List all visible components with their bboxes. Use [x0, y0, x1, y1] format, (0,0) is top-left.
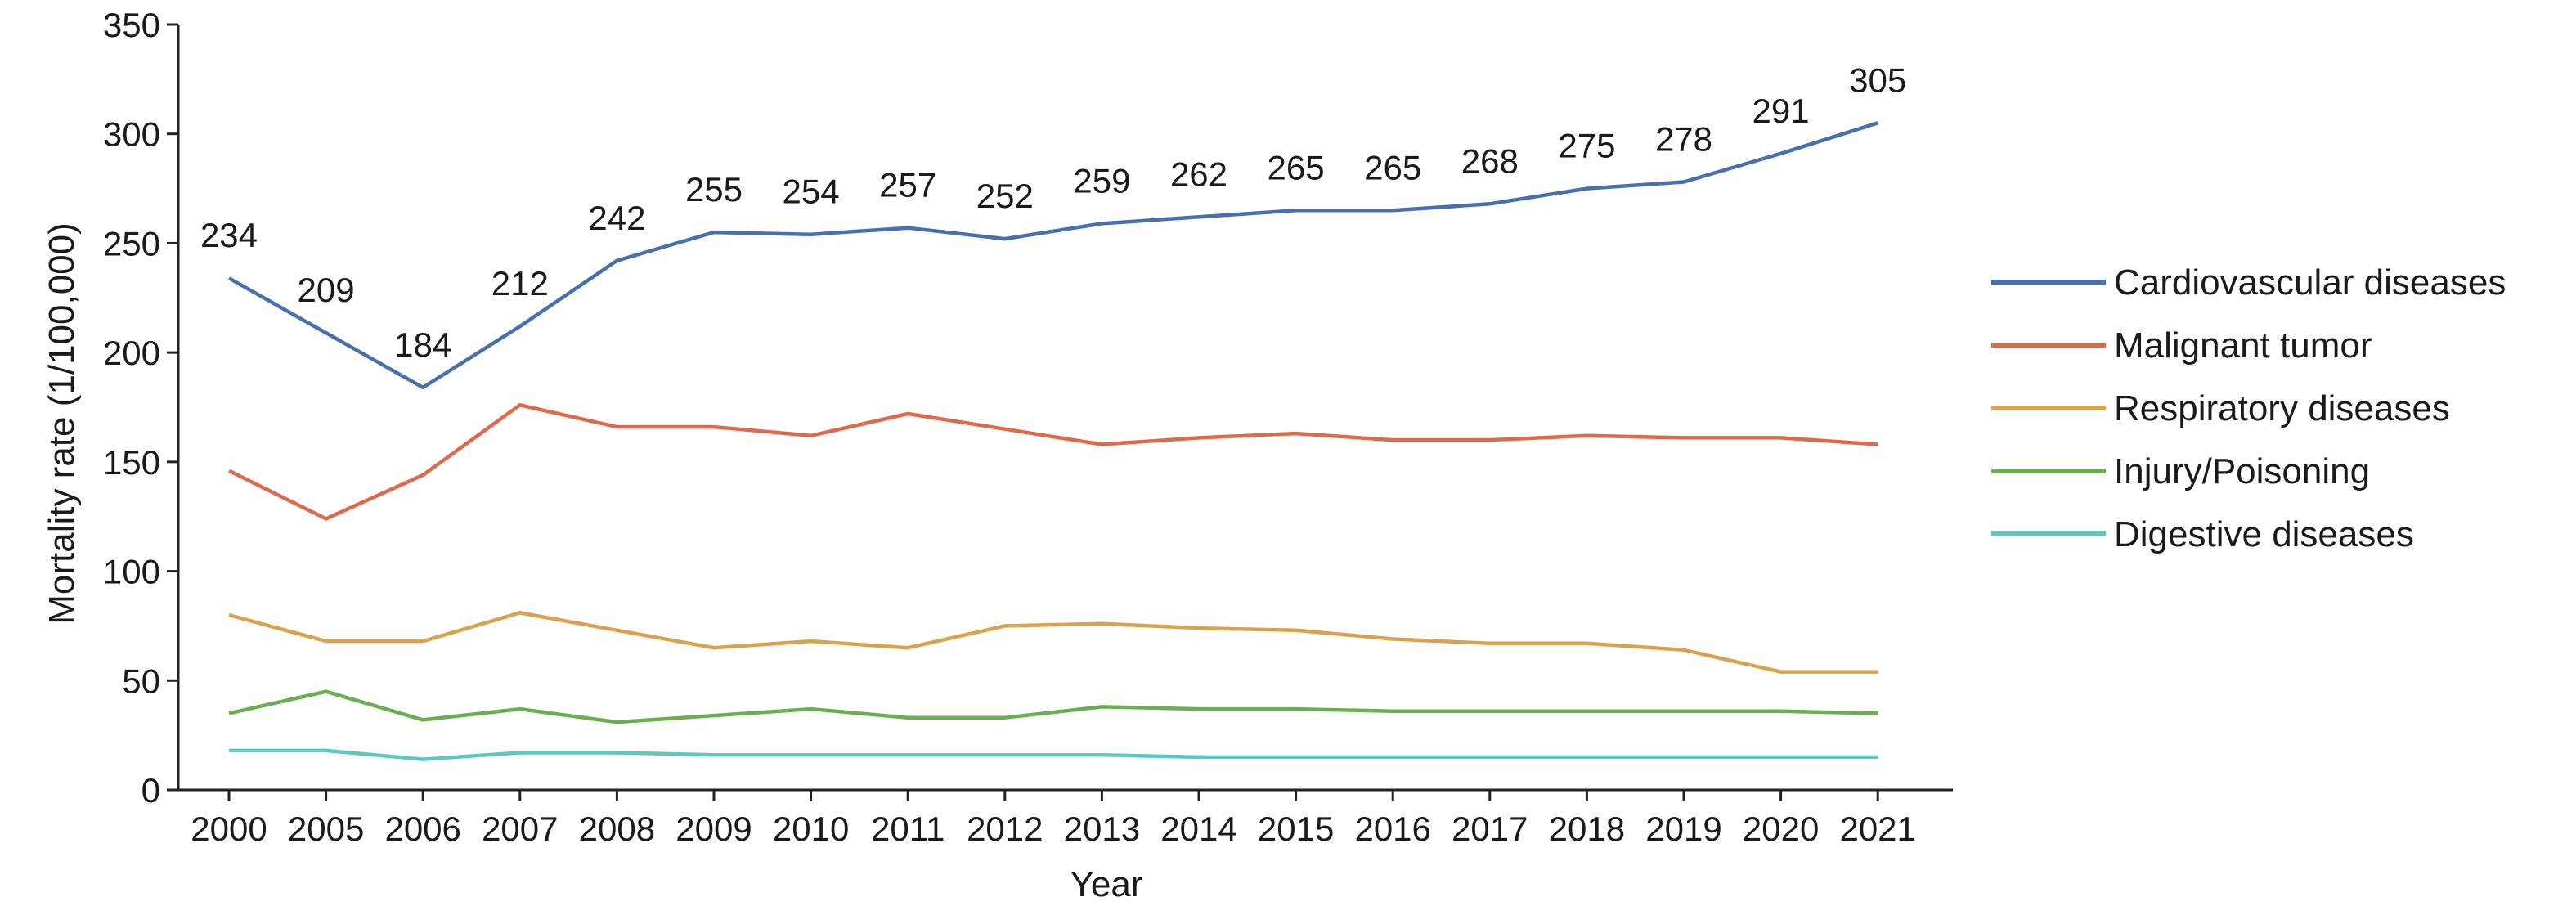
- series-lines: [227, 121, 1878, 761]
- series-line-cardiovascular-diseases: [227, 121, 1878, 390]
- y-axis-title: Mortality rate (1/100,000): [42, 222, 82, 625]
- x-tick-label: 2006: [384, 810, 460, 848]
- data-label: 259: [1073, 161, 1130, 200]
- x-tick-label: 2008: [579, 810, 655, 848]
- x-tick-label: 2010: [773, 810, 849, 848]
- series-line-injury-poisoning: [228, 689, 1878, 724]
- axes: 0 50 100 150 200 250 300 350 2000 2005 2006 2007 200…: [103, 6, 1953, 848]
- data-label: 268: [1461, 141, 1519, 180]
- data-label: 255: [685, 170, 743, 209]
- y-tick-label: 100: [103, 553, 160, 591]
- y-tick-label: 0: [141, 771, 160, 810]
- x-tick-label: 2011: [871, 810, 945, 848]
- y-tick-label: 200: [103, 334, 160, 372]
- data-label: 291: [1752, 92, 1810, 130]
- x-tick-label: 2019: [1645, 810, 1721, 848]
- y-tick-label: 150: [103, 443, 160, 482]
- legend-item: Respiratory diseases: [1991, 388, 2450, 428]
- data-label: 265: [1364, 148, 1421, 186]
- legend-item: Cardiovascular diseases: [1991, 262, 2506, 303]
- legend-item: Digestive diseases: [1991, 514, 2414, 554]
- legend-label: Injury/Poisoning: [2114, 451, 2370, 491]
- y-tick-label: 250: [103, 224, 160, 262]
- x-tick-label: 2018: [1549, 810, 1625, 848]
- legend-item: Malignant tumor: [1991, 325, 2372, 366]
- series-line-respiratory-diseases: [228, 611, 1878, 674]
- x-tick-label: 2017: [1452, 810, 1528, 848]
- legend: Cardiovascular diseases Malignant tumor Re…: [1991, 262, 2506, 554]
- data-label: 184: [394, 325, 451, 364]
- data-label: 305: [1849, 61, 1906, 99]
- data-label: 212: [491, 264, 549, 303]
- data-label: 209: [298, 271, 355, 309]
- x-tick-label: 2014: [1160, 810, 1236, 848]
- y-tick-label: 300: [103, 115, 160, 154]
- series-line-malignant-tumor: [228, 403, 1878, 521]
- data-label: 275: [1558, 127, 1615, 165]
- x-tick-label: 2020: [1743, 810, 1819, 848]
- legend-label: Cardiovascular diseases: [2114, 262, 2506, 303]
- x-tick-label: 2015: [1258, 810, 1334, 848]
- x-tick-label: 2012: [967, 810, 1043, 848]
- data-label: 262: [1170, 155, 1227, 193]
- x-tick-label: 2000: [191, 810, 267, 848]
- legend-label: Digestive diseases: [2114, 514, 2414, 554]
- series-line-digestive-diseases: [229, 748, 1878, 761]
- x-tick-label: 2007: [482, 810, 558, 848]
- data-label: 242: [588, 199, 645, 237]
- data-label: 265: [1268, 148, 1325, 186]
- y-tick-label: 50: [122, 662, 160, 700]
- legend-label: Respiratory diseases: [2114, 388, 2450, 428]
- legend-label: Malignant tumor: [2114, 325, 2372, 366]
- data-labels: 234 209 184 212 242 255 254 257 252 259 262 265 265 2…: [200, 61, 1906, 364]
- data-label: 278: [1655, 120, 1712, 159]
- x-tick-label: 2005: [288, 810, 364, 848]
- x-tick-label: 2016: [1354, 810, 1430, 848]
- x-tick-label: 2013: [1064, 810, 1140, 848]
- x-tick-label: 2021: [1839, 810, 1915, 848]
- x-tick-label: 2009: [675, 810, 752, 848]
- data-label: 257: [879, 166, 936, 204]
- legend-item: Injury/Poisoning: [1991, 451, 2370, 491]
- data-label: 254: [783, 173, 840, 211]
- data-label: 234: [200, 216, 258, 254]
- data-label: 252: [976, 177, 1034, 215]
- x-axis-title: Year: [1070, 864, 1143, 904]
- y-tick-label: 350: [103, 6, 160, 44]
